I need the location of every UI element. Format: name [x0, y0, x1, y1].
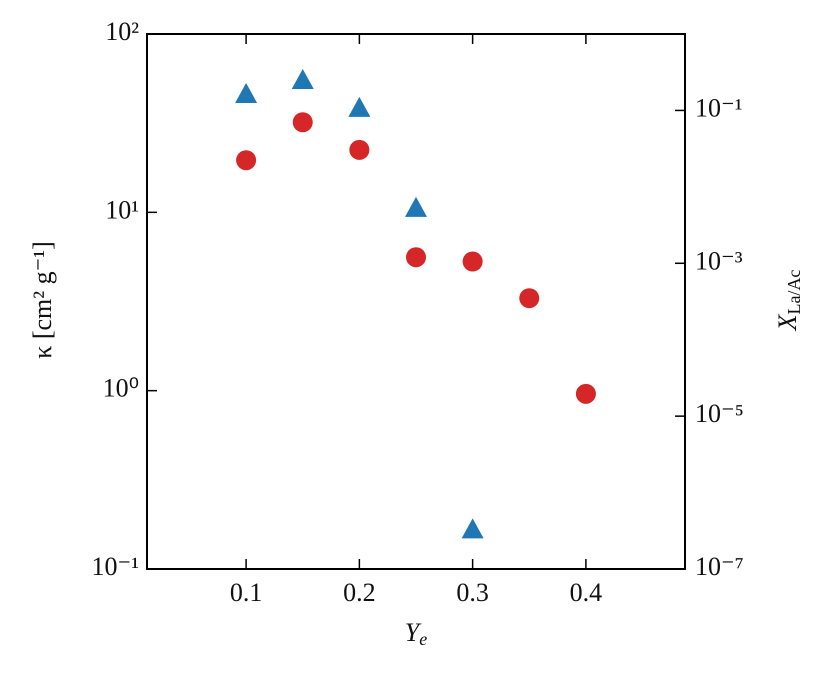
y2-label-symbol: X: [773, 313, 802, 331]
y-axis-label: κ [cm² g⁻¹]: [28, 241, 57, 359]
triangle-point: [461, 518, 484, 539]
plot-frame: [146, 33, 686, 570]
circle-point: [236, 150, 257, 171]
y-tick-label: 10⁰: [103, 374, 139, 403]
x-label-subscript: e: [419, 629, 427, 649]
y2-tick-label: 10⁻¹: [695, 93, 743, 122]
triangle-point: [348, 96, 371, 117]
y2-axis-label: XLa/Ac: [773, 270, 804, 332]
circle-point: [292, 112, 313, 133]
x-axis-label: Ye: [405, 618, 427, 649]
x-label-symbol: Y: [405, 618, 422, 647]
circle-point: [406, 247, 426, 268]
x-tick-label: 0.1: [230, 578, 263, 607]
circle-point: [575, 383, 596, 404]
y-tick-label: 10²: [105, 17, 139, 46]
circle-point: [349, 139, 370, 160]
x-tick-label: 0.2: [343, 578, 376, 607]
y-tick-label: 10¹: [105, 195, 139, 224]
circle-point: [519, 288, 540, 309]
y-tick-label: 10⁻¹: [91, 552, 139, 581]
y2-tick-label: 10⁻³: [695, 246, 743, 275]
circle-point: [462, 251, 483, 272]
y2-tick-label: 10⁻⁵: [695, 399, 744, 428]
y2-tick-label: 10⁻⁷: [695, 552, 744, 581]
triangle-point: [235, 83, 258, 104]
x-tick-label: 0.3: [456, 578, 489, 607]
y2-label-subscript: La/Ac: [784, 270, 804, 315]
x-tick-label: 0.4: [570, 578, 603, 607]
triangle-point: [405, 196, 427, 217]
triangle-point: [291, 69, 314, 90]
